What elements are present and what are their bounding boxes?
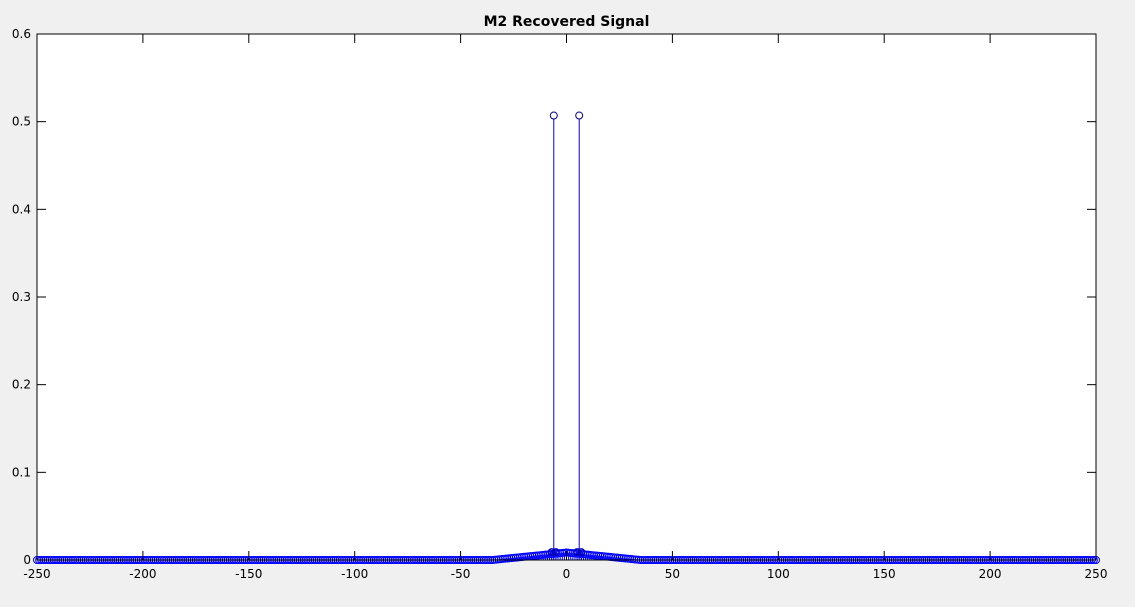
y-tick-label: 0.3 [12, 290, 31, 304]
near-peak-marker [552, 548, 560, 556]
peak-marker [575, 111, 584, 120]
near-peak-marker [577, 548, 585, 556]
x-tick-label: -150 [235, 567, 262, 581]
x-tick-label: 150 [873, 567, 896, 581]
x-tick-label: 0 [563, 567, 571, 581]
y-tick-label: 0.5 [12, 115, 31, 129]
y-tick-label: 0.4 [12, 202, 31, 216]
x-tick-label: -250 [23, 567, 50, 581]
axes-frame [36, 33, 1097, 561]
y-axis-tick-labels: 0 0.1 0.2 0.3 0.4 0.5 0.6 [12, 27, 31, 567]
x-tick-label: 50 [665, 567, 680, 581]
y-tick-label: 0.1 [12, 465, 31, 479]
x-tick-label: -50 [451, 567, 471, 581]
y-tick-label: 0 [23, 553, 31, 567]
chart-title: M2 Recovered Signal [484, 14, 650, 30]
x-tick-label: 250 [1085, 567, 1108, 581]
peak-marker [549, 111, 558, 120]
axes-area [37, 34, 1096, 560]
near-peak-marker [573, 548, 581, 556]
x-tick-label: -100 [341, 567, 368, 581]
x-tick-label: -200 [129, 567, 156, 581]
x-axis-tick-labels: -250 -200 -150 -100 -50 0 50 100 150 200 250 [23, 567, 1107, 581]
x-tick-label: 100 [767, 567, 790, 581]
y-tick-label: 0.6 [12, 27, 31, 41]
y-tick-label: 0.2 [12, 378, 31, 392]
x-tick-label: 200 [979, 567, 1002, 581]
near-peak-marker [548, 548, 556, 556]
